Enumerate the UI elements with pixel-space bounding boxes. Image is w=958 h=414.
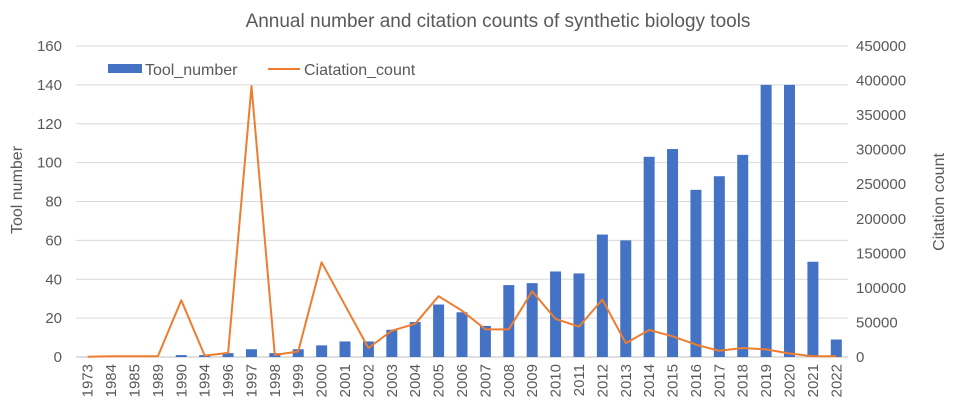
bar xyxy=(737,154,749,357)
bar xyxy=(292,349,304,357)
x-tick-label: 2008 xyxy=(501,364,518,397)
y2-tick-label: 300000 xyxy=(856,142,906,159)
y2-axis-label: Citation count xyxy=(931,153,948,251)
x-tick-label: 2014 xyxy=(641,364,658,397)
x-tick-label: 2018 xyxy=(735,364,752,397)
x-tick-label: 1994 xyxy=(197,364,214,397)
legend-label-citation-count: Ciatation_count xyxy=(304,62,416,79)
y2-tick-label: 50000 xyxy=(856,314,898,331)
y2-tick-label: 450000 xyxy=(856,38,906,55)
y-axis-label: Tool number xyxy=(9,145,26,234)
bar xyxy=(245,349,257,357)
bar xyxy=(667,149,679,357)
x-tick-label: 2001 xyxy=(337,364,354,397)
citation-line xyxy=(87,85,837,358)
x-tick-label: 2013 xyxy=(618,364,635,397)
y-tick-label: 20 xyxy=(45,310,62,327)
x-tick-label: 2019 xyxy=(758,364,775,397)
y2-tick-label: 400000 xyxy=(856,73,906,90)
y-tick-label: 40 xyxy=(45,271,62,288)
x-tick-label: 2009 xyxy=(524,364,541,397)
bar xyxy=(503,285,515,357)
bar-series xyxy=(175,84,842,357)
x-tick-label: 2002 xyxy=(360,364,377,397)
bar xyxy=(807,261,819,357)
y-tick-label: 0 xyxy=(54,349,62,366)
y2-tick-label: 150000 xyxy=(856,245,906,262)
x-tick-label: 2022 xyxy=(828,364,845,397)
bar xyxy=(339,341,351,357)
x-tick-label: 1973 xyxy=(80,364,97,397)
y-tick-label: 60 xyxy=(45,232,62,249)
x-tick-label: 1984 xyxy=(103,364,120,397)
bar xyxy=(433,304,445,357)
y2-tick-label: 100000 xyxy=(856,280,906,297)
x-tick-label: 2015 xyxy=(665,364,682,397)
x-tick-label: 1997 xyxy=(243,364,260,397)
x-tick-label: 2016 xyxy=(688,364,705,397)
x-tick-label: 1996 xyxy=(220,364,237,397)
y-tick-label: 100 xyxy=(37,155,62,172)
bar xyxy=(550,271,562,357)
y-tick-label: 120 xyxy=(37,116,62,133)
x-tick-label: 1990 xyxy=(173,364,190,397)
x-tick-label: 2011 xyxy=(571,364,588,396)
x-tick-label: 2007 xyxy=(477,364,494,397)
y2-tick-label: 350000 xyxy=(856,107,906,124)
y2-tick-label: 200000 xyxy=(856,211,906,228)
bar xyxy=(456,312,468,357)
legend-label-tool-number: Tool_number xyxy=(145,62,238,79)
bar xyxy=(690,189,702,357)
bar xyxy=(620,240,632,357)
bar xyxy=(784,84,796,357)
y2-tick-label: 250000 xyxy=(856,176,906,193)
bar xyxy=(175,355,187,357)
bar xyxy=(316,345,328,357)
y-tick-label: 140 xyxy=(37,77,62,94)
bar xyxy=(573,273,585,357)
y-tick-label: 80 xyxy=(45,194,62,211)
x-tick-label: 1998 xyxy=(267,364,284,397)
bar xyxy=(713,176,725,357)
x-tick-label: 1989 xyxy=(150,364,167,397)
x-tick-label: 2004 xyxy=(407,364,424,397)
x-tick-label: 2005 xyxy=(431,364,448,397)
y2-axis-ticks: 0 50000 100000 150000 200000 250000 300000 3500… xyxy=(856,38,906,366)
bar xyxy=(222,353,234,357)
x-tick-label: 2003 xyxy=(384,364,401,397)
x-tick-label: 2000 xyxy=(314,364,331,397)
legend: Tool_number Ciatation_count xyxy=(108,62,416,79)
x-tick-label: 2010 xyxy=(548,364,565,397)
bar xyxy=(596,234,608,357)
x-tick-label: 2017 xyxy=(711,364,728,397)
x-tick-label: 2006 xyxy=(454,364,471,397)
bar xyxy=(760,84,772,357)
x-tick-label: 1999 xyxy=(290,364,307,397)
bar xyxy=(386,329,398,357)
bar xyxy=(643,156,655,357)
bar xyxy=(479,325,491,357)
x-axis-ticks: 1973 1984 1985 1989 1990 1994 1996 1997 1998 1999… xyxy=(80,364,846,397)
x-tick-label: 2021 xyxy=(805,364,822,397)
legend-swatch-tool-number xyxy=(108,64,142,73)
chart-title: Annual number and citation counts of syn… xyxy=(246,11,751,32)
y2-tick-label: 0 xyxy=(856,349,864,366)
y-tick-label: 160 xyxy=(37,38,62,55)
bar xyxy=(830,339,842,357)
bar xyxy=(409,322,421,357)
x-tick-label: 1985 xyxy=(126,364,143,397)
y-axis-ticks: 0 20 40 60 80 100 120 140 160 xyxy=(37,38,62,366)
bar xyxy=(526,283,538,357)
line-series xyxy=(87,85,837,358)
x-tick-label: 2020 xyxy=(782,364,799,397)
x-tick-label: 2012 xyxy=(594,364,611,397)
bar xyxy=(362,341,374,357)
